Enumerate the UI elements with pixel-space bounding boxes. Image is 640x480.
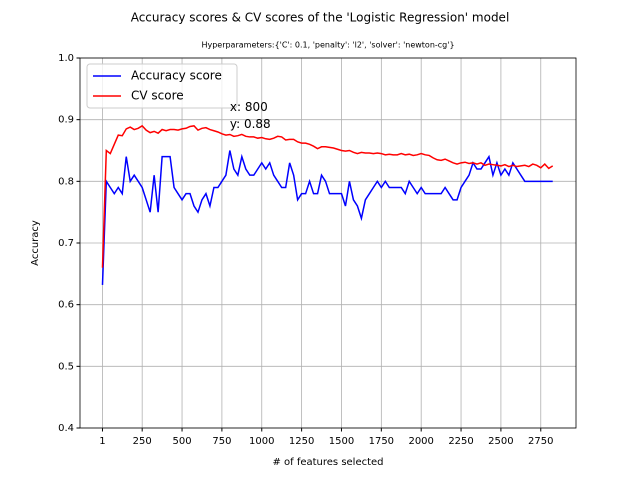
x-tick-label: 1750 xyxy=(369,436,394,447)
x-tick-label: 1 xyxy=(99,436,105,447)
x-tick-label: 2750 xyxy=(528,436,553,447)
legend-label: CV score xyxy=(131,89,184,103)
y-tick-label: 0.9 xyxy=(58,115,74,126)
x-tick-label: 750 xyxy=(212,436,231,447)
annotation-text: y: 0.88 xyxy=(230,117,271,131)
chart-title: Accuracy scores & CV scores of the 'Logi… xyxy=(131,11,510,25)
data-line xyxy=(101,150,553,285)
y-tick-label: 0.8 xyxy=(58,176,74,187)
x-tick-label: 500 xyxy=(172,436,191,447)
x-tick-label: 2250 xyxy=(448,436,473,447)
x-tick-label: 2000 xyxy=(408,436,433,447)
y-tick-label: 0.4 xyxy=(58,423,74,434)
y-tick-label: 0.6 xyxy=(58,300,74,311)
x-tick-label: 1000 xyxy=(249,436,274,447)
chart-subtitle: Hyperparameters:{'C': 0.1, 'penalty': 'l… xyxy=(201,41,454,50)
x-axis-label: # of features selected xyxy=(272,457,383,468)
legend-label: Accuracy score xyxy=(131,69,222,83)
annotation-text: x: 800 xyxy=(230,100,268,114)
legend-box xyxy=(86,63,238,109)
plot-frame xyxy=(79,57,577,429)
y-tick-label: 0.5 xyxy=(58,361,74,372)
x-tick-label: 1500 xyxy=(329,436,354,447)
y-tick-label: 0.7 xyxy=(58,238,74,249)
y-tick-label: 1.0 xyxy=(58,53,74,64)
data-line xyxy=(101,124,554,268)
y-axis-label: Accuracy xyxy=(30,220,41,266)
x-tick-label: 2500 xyxy=(488,436,513,447)
x-tick-label: 250 xyxy=(133,436,152,447)
x-tick-label: 1250 xyxy=(289,436,314,447)
